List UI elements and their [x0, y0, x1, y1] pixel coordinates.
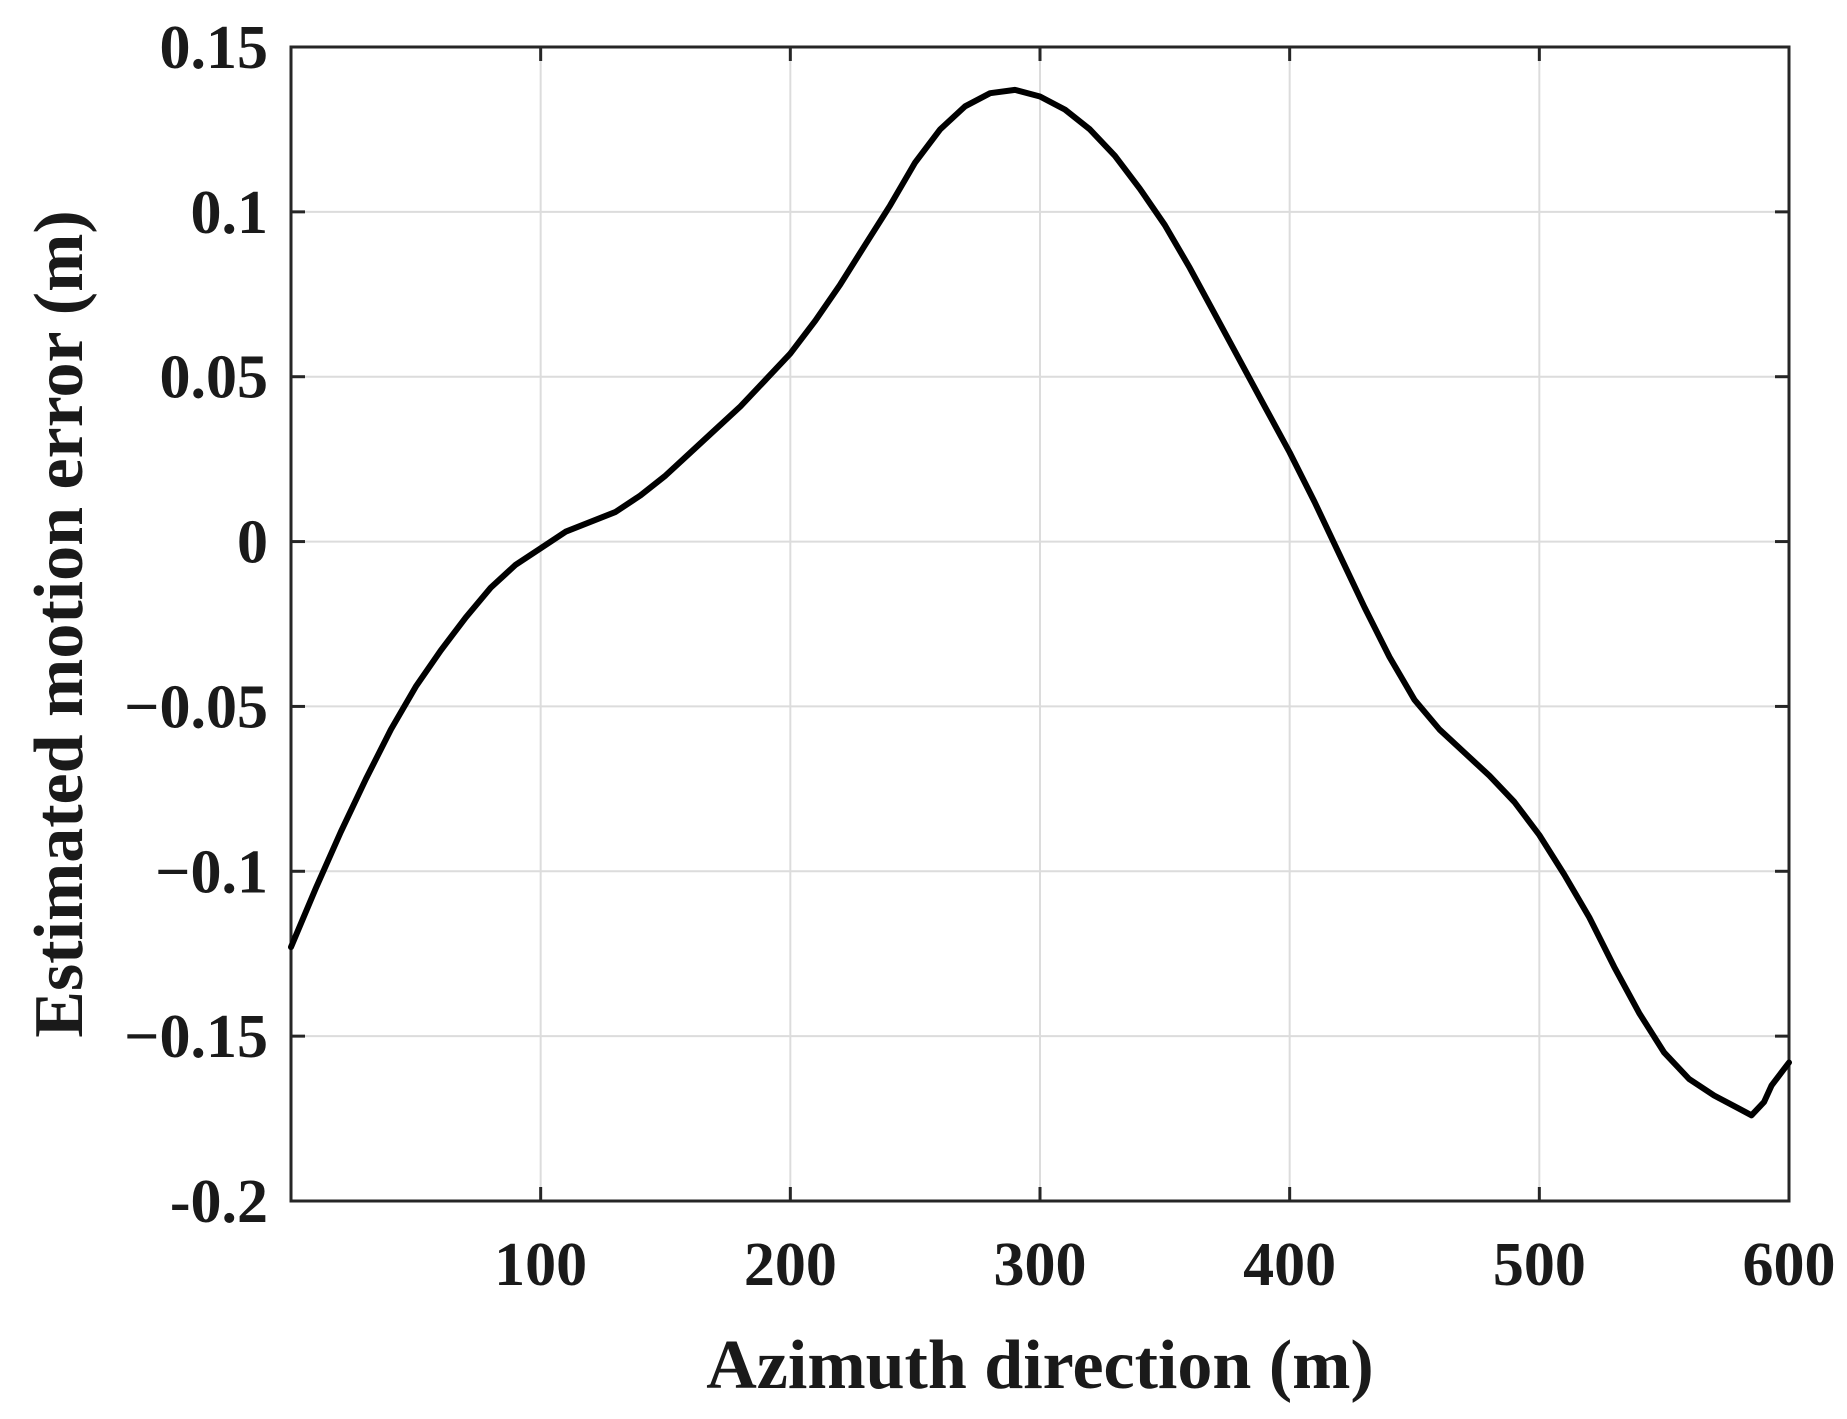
x-tick-label: 400	[1243, 1231, 1336, 1299]
x-tick-label: 600	[1743, 1231, 1836, 1299]
y-axis-label: Estimated motion error (m)	[21, 210, 98, 1038]
plot-area-border	[289, 45, 1791, 1203]
y-tick-label: 0	[237, 509, 268, 577]
x-tick-label: 200	[744, 1231, 837, 1299]
y-tick-label: −0.05	[124, 673, 268, 741]
y-tick-label: −0.15	[124, 1003, 268, 1071]
x-tick-label: 300	[994, 1231, 1087, 1299]
x-tick-label: 500	[1493, 1231, 1586, 1299]
y-tick-label: -0.2	[170, 1168, 268, 1236]
motion-error-line	[288, 86, 1792, 1119]
y-tick-label: 0.1	[191, 179, 269, 247]
y-tick-label: −0.1	[155, 838, 268, 906]
x-tick-labels: 100 200 300 400 500 600	[494, 1231, 1835, 1299]
x-axis-label: Azimuth direction (m)	[706, 1327, 1374, 1404]
x-tick-label: 100	[494, 1231, 587, 1299]
grid	[291, 46, 1790, 1202]
y-tick-label: 0.05	[160, 344, 269, 412]
y-tick-label: 0.15	[160, 14, 269, 82]
y-tick-labels: -0.2 −0.15 −0.1 −0.05 0 0.05 0.1 0.15	[124, 14, 268, 1236]
